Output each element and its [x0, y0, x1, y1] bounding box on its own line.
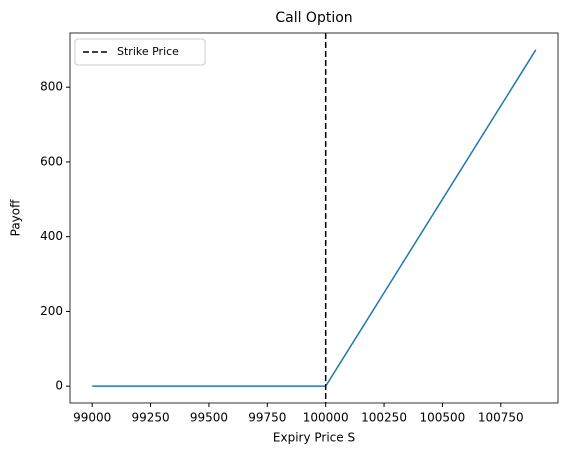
line-series — [92, 49, 537, 387]
legend-label: Strike Price — [117, 45, 179, 58]
x-tick-label: 100000 — [303, 411, 349, 425]
x-tick-label: 100250 — [361, 411, 407, 425]
x-tick-label: 99750 — [248, 411, 286, 425]
y-axis-label: Payoff — [9, 199, 23, 236]
y-tick-label: 200 — [40, 304, 63, 318]
x-tick-label: 99250 — [131, 411, 169, 425]
x-tick-label: 99500 — [190, 411, 228, 425]
x-axis-label: Expiry Price S — [273, 431, 355, 445]
legend-box — [74, 38, 206, 66]
y-tick-label: 400 — [40, 229, 63, 243]
chart-title: Call Option — [275, 10, 352, 26]
x-tick-label: 99000 — [73, 411, 111, 425]
plot-frame — [69, 32, 559, 404]
x-tick-label: 100500 — [420, 411, 466, 425]
x-tick-label: 100750 — [478, 411, 524, 425]
y-tick-label: 600 — [40, 154, 63, 168]
y-tick-label: 800 — [40, 80, 63, 94]
y-tick-label: 0 — [55, 379, 63, 393]
